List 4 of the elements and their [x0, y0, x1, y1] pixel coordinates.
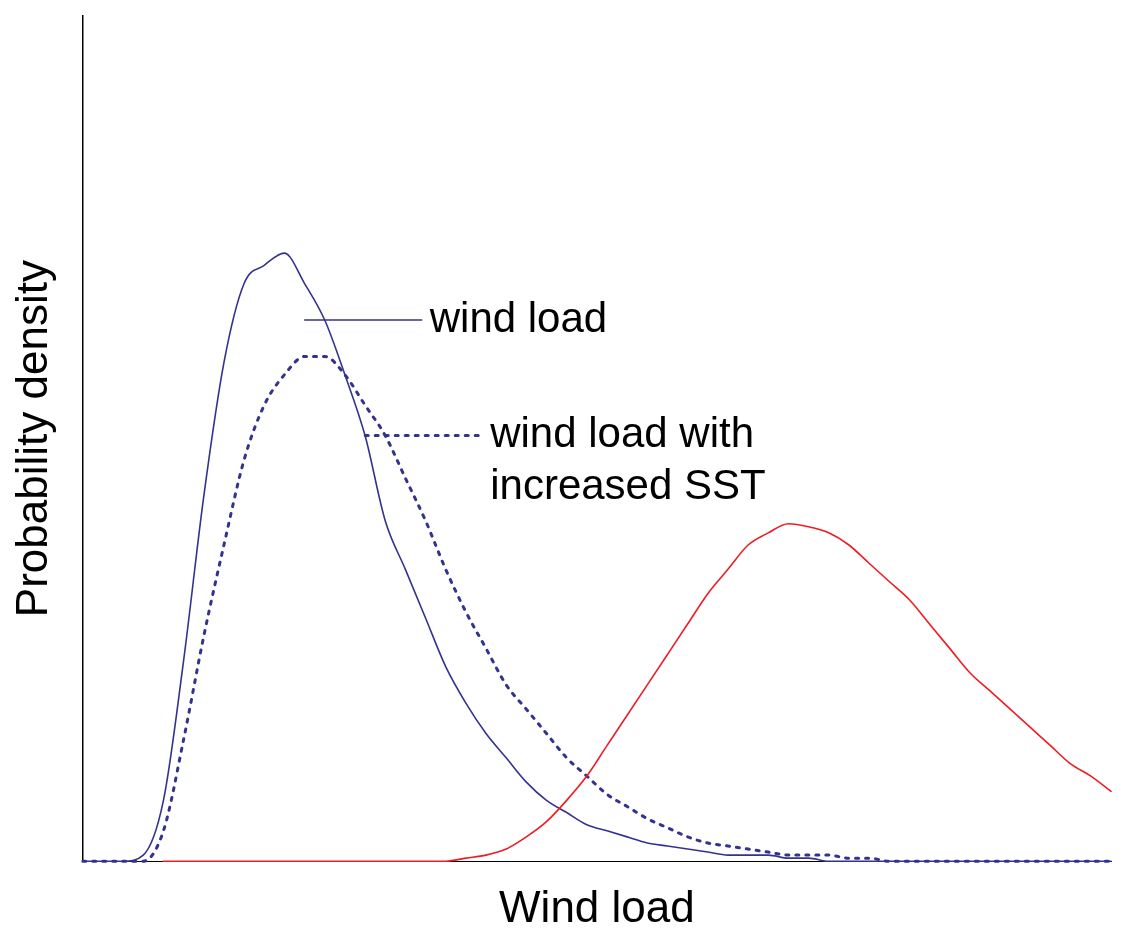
- x-axis-title: Wind load: [499, 881, 695, 931]
- legend-label: wind load with increased SST: [489, 409, 766, 509]
- legend-label: wind load: [428, 293, 608, 341]
- y-axis-title: Probability density: [6, 260, 56, 618]
